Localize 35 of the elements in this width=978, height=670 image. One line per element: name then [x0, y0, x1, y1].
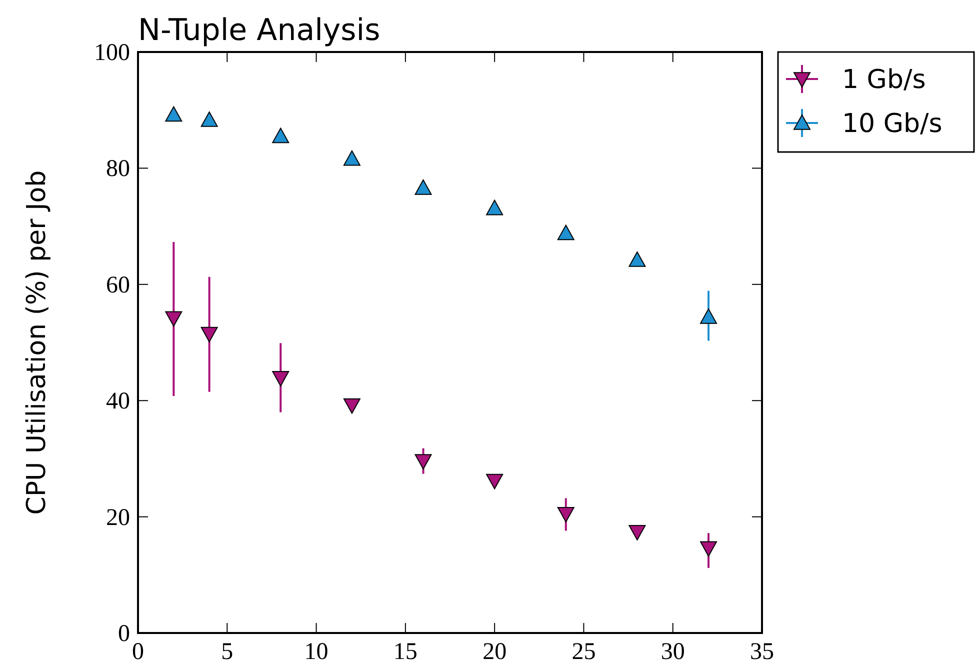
point [165, 106, 182, 122]
point [557, 506, 574, 522]
y-axis-title: CPU Utilisation (%) per Job [22, 170, 52, 515]
point [700, 541, 718, 557]
x-tick-label: 10 [304, 639, 328, 665]
y-tick-label: 80 [106, 156, 130, 182]
point [414, 454, 432, 470]
point [200, 111, 218, 127]
point [165, 311, 182, 327]
x-tick-label: 5 [221, 639, 234, 665]
point [343, 150, 360, 166]
x-tick-label: 20 [482, 639, 507, 665]
point [628, 525, 646, 540]
point [557, 224, 574, 240]
y-tick-label: 20 [106, 504, 130, 531]
legend-label: 10 Gb/s [842, 109, 942, 139]
y-tick-label: 100 [94, 40, 130, 66]
y-tick-label: 60 [106, 272, 130, 298]
x-tick-label: 25 [572, 639, 596, 665]
chart-title: N-Tuple Analysis [138, 13, 380, 48]
point [486, 474, 504, 490]
point [628, 252, 646, 267]
x-tick-label: 30 [660, 639, 685, 665]
point [200, 326, 218, 342]
point [414, 179, 432, 195]
legend-label: 1 Gb/s [842, 65, 926, 95]
x-tick-label: 15 [393, 639, 418, 665]
point [700, 308, 718, 324]
y-tick-label: 40 [106, 388, 130, 415]
point [272, 128, 290, 144]
point [486, 200, 504, 216]
y-tick-label: 0 [118, 621, 130, 647]
point [343, 398, 360, 414]
point [272, 371, 290, 386]
x-tick-label: 35 [750, 639, 774, 665]
